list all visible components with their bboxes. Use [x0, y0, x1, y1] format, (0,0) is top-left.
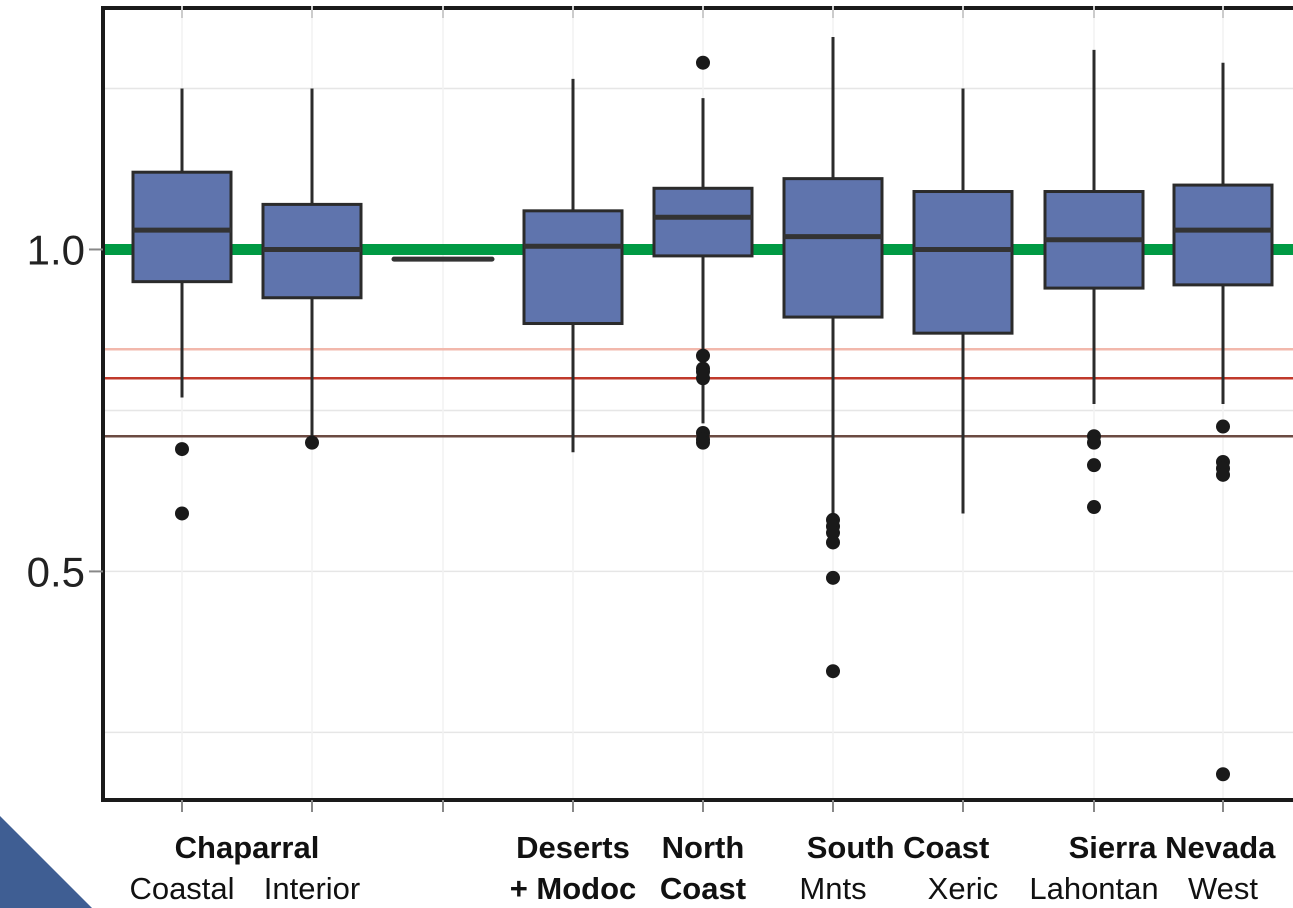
- outlier-point: [696, 55, 710, 70]
- group-label: North: [662, 830, 745, 865]
- outlier-point: [696, 348, 710, 363]
- group-label: South Coast: [807, 830, 990, 865]
- outlier-point: [175, 442, 189, 457]
- outlier-point: [1216, 767, 1230, 782]
- box: [522, 209, 624, 326]
- outlier-point: [1216, 419, 1230, 434]
- y-tick-labels: 1.0 0.5: [27, 226, 85, 595]
- outlier-point: [696, 371, 710, 386]
- box: [912, 190, 1014, 335]
- box: [1172, 183, 1274, 287]
- x-tick-labels: Coastal Interior + Modoc Coast Mnts Xeric Laho…: [129, 830, 1276, 906]
- y-tick-label: 0.5: [27, 548, 85, 595]
- box: [782, 177, 884, 319]
- outlier-point: [826, 664, 840, 679]
- box-group: [261, 88, 363, 450]
- category-label: Xeric: [928, 871, 999, 906]
- category-label: Lahontan: [1029, 871, 1158, 906]
- box-group: [912, 88, 1014, 514]
- axes: [89, 6, 1293, 812]
- outlier-point: [1087, 500, 1101, 515]
- category-label: Mnts: [799, 871, 866, 906]
- outlier-point: [175, 506, 189, 521]
- box: [652, 186, 754, 258]
- category-label: + Modoc: [510, 871, 637, 906]
- group-label: Sierra Nevada: [1069, 830, 1277, 865]
- box-group: [652, 55, 754, 450]
- outlier-point: [696, 435, 710, 450]
- box-group: [1043, 49, 1145, 515]
- outlier-point: [826, 570, 840, 585]
- boxes: [131, 36, 1274, 782]
- grid-lines: [103, 8, 1293, 800]
- category-label: Coastal: [129, 871, 234, 906]
- category-label: Interior: [264, 871, 360, 906]
- y-tick-label: 1.0: [27, 226, 85, 273]
- group-label: Deserts: [516, 830, 630, 865]
- outlier-point: [826, 535, 840, 550]
- outlier-point: [1087, 458, 1101, 473]
- group-label: Chaparral: [175, 830, 320, 865]
- category-label: Coast: [660, 871, 746, 906]
- category-label: West: [1188, 871, 1258, 906]
- outlier-point: [305, 435, 319, 450]
- box-group: [782, 36, 884, 679]
- box-group: [131, 88, 233, 521]
- box-group: [1172, 62, 1274, 782]
- outlier-point: [1216, 467, 1230, 482]
- outlier-point: [826, 525, 840, 540]
- outlier-point: [1087, 435, 1101, 450]
- box-group: [522, 78, 624, 453]
- box: [131, 170, 233, 284]
- corner-decoration: [0, 816, 92, 908]
